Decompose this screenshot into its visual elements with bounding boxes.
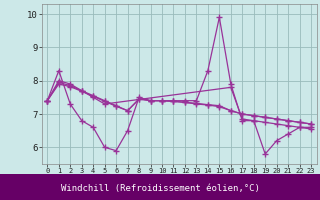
- Text: Windchill (Refroidissement éolien,°C): Windchill (Refroidissement éolien,°C): [60, 184, 260, 193]
